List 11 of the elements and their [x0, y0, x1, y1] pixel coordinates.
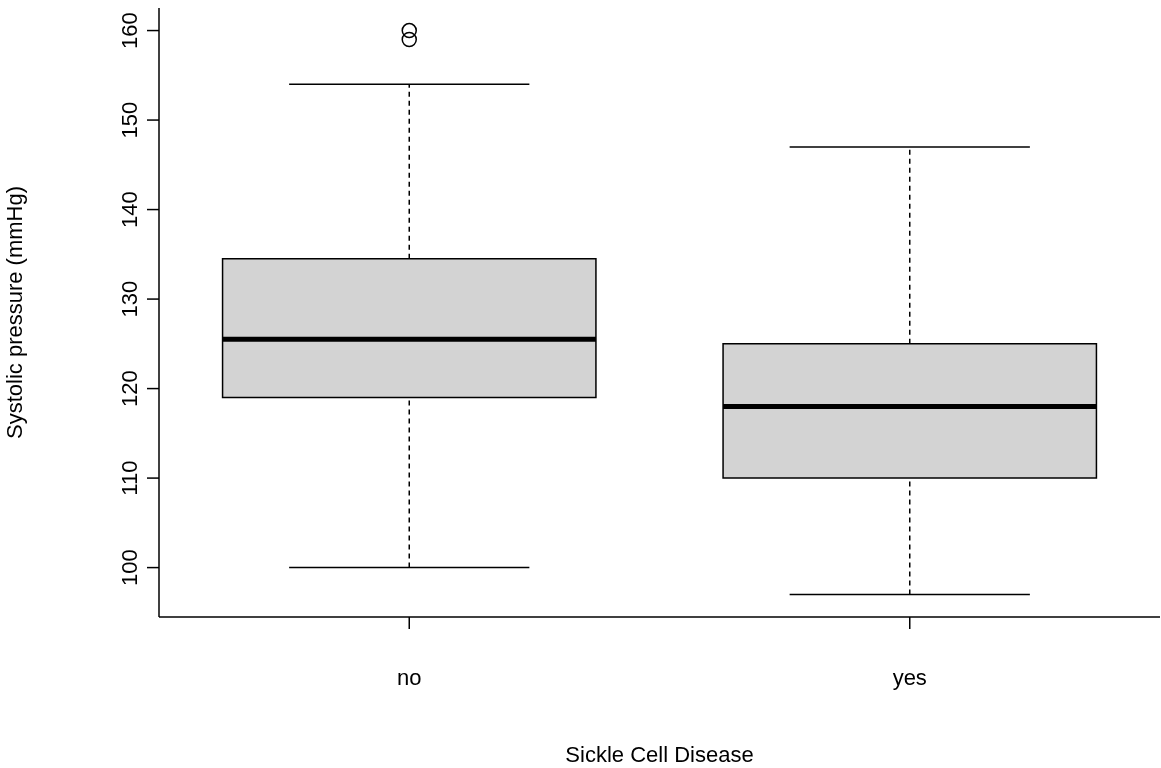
x-tick-label: yes [892, 664, 927, 690]
y-tick-label: 130 [117, 280, 142, 318]
x-tick-label: no [397, 664, 422, 690]
x-axis-title: Sickle Cell Disease [565, 742, 754, 767]
y-tick-label: 160 [117, 12, 142, 49]
y-tick-label: 110 [117, 460, 142, 496]
y-tick-label: 140 [117, 191, 142, 228]
y-axis-title: Systolic pressure (mmHg) [1, 185, 27, 440]
y-tick-label: 120 [117, 370, 142, 407]
y-tick-label: 150 [117, 101, 142, 139]
y-tick-label: 100 [117, 549, 142, 586]
